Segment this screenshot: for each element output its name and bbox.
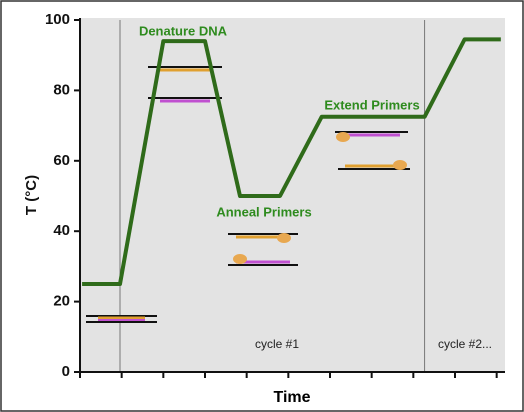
y-tick-label: 60 bbox=[53, 152, 70, 169]
y-axis-label: T (°C) bbox=[23, 175, 40, 215]
annotation: cycle #2... bbox=[438, 337, 492, 351]
annotation: Denature DNA bbox=[139, 23, 228, 38]
y-tick-label: 80 bbox=[53, 81, 70, 98]
y-tick-label: 0 bbox=[62, 363, 70, 380]
x-axis-label: Time bbox=[273, 389, 310, 406]
annotation: Anneal Primers bbox=[216, 204, 311, 219]
annotation: Extend Primers bbox=[324, 97, 419, 112]
y-tick-label: 20 bbox=[53, 293, 70, 310]
plot-area bbox=[80, 18, 505, 372]
temperature-line bbox=[82, 37, 501, 286]
annotation: cycle #1 bbox=[255, 337, 299, 351]
y-tick-label: 40 bbox=[53, 222, 70, 239]
y-tick-label: 100 bbox=[45, 11, 70, 28]
